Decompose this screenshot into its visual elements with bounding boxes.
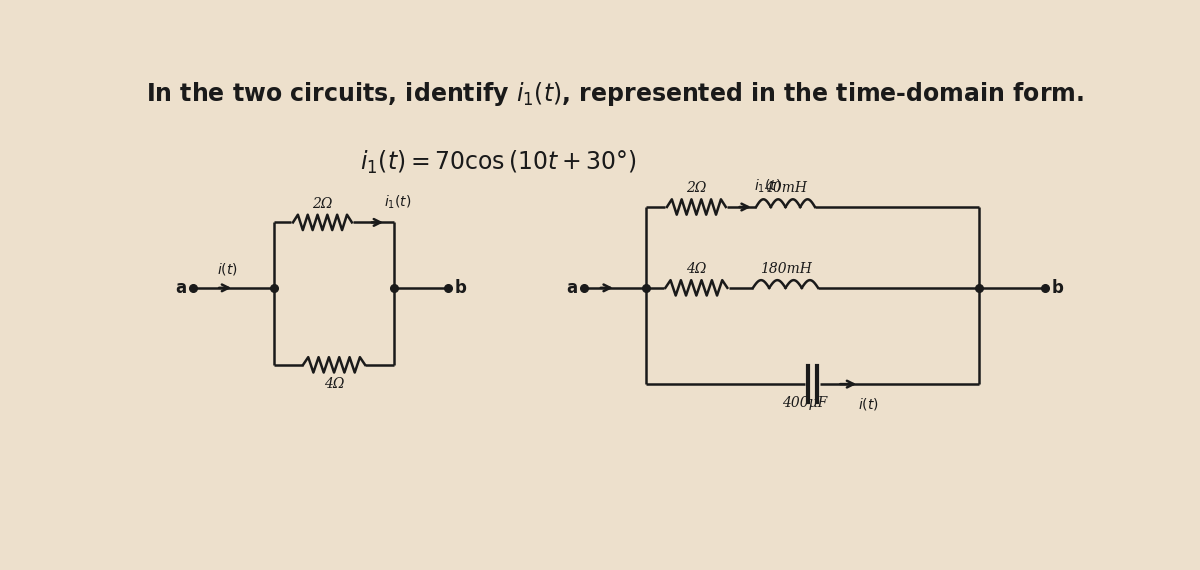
Text: $i_1(t) = 70\mathrm{cos}\,(10t + 30°)$: $i_1(t) = 70\mathrm{cos}\,(10t + 30°)$ [360, 149, 637, 177]
Text: 180mH: 180mH [760, 262, 811, 276]
Text: 400μF: 400μF [782, 396, 828, 410]
Text: $i_1(t)$: $i_1(t)$ [754, 178, 781, 196]
Text: In the two circuits, identify $i_1(t)$, represented in the time-domain form.: In the two circuits, identify $i_1(t)$, … [146, 80, 1084, 108]
Text: 4Ω: 4Ω [686, 262, 707, 276]
Text: 4Ω: 4Ω [324, 377, 344, 391]
Text: a: a [566, 279, 578, 297]
Text: 40mH: 40mH [764, 181, 808, 196]
Text: $i(t)$: $i(t)$ [217, 261, 239, 277]
Text: 2Ω: 2Ω [312, 197, 332, 211]
Text: $i(t)$: $i(t)$ [858, 396, 878, 412]
Text: b: b [455, 279, 467, 297]
Text: a: a [175, 279, 186, 297]
Text: 2Ω: 2Ω [686, 181, 707, 196]
Text: $i_1(t)$: $i_1(t)$ [384, 193, 412, 211]
Text: b: b [1051, 279, 1063, 297]
